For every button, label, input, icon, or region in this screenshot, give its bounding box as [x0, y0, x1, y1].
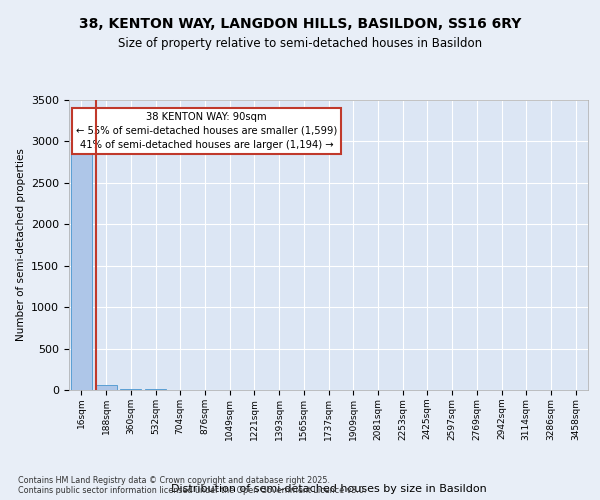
Text: Size of property relative to semi-detached houses in Basildon: Size of property relative to semi-detach… — [118, 38, 482, 51]
Bar — [120, 389, 141, 390]
Text: 38 KENTON WAY: 90sqm
← 55% of semi-detached houses are smaller (1,599)
41% of se: 38 KENTON WAY: 90sqm ← 55% of semi-detac… — [76, 112, 337, 150]
Text: Contains HM Land Registry data © Crown copyright and database right 2025.
Contai: Contains HM Land Registry data © Crown c… — [18, 476, 367, 495]
Bar — [95, 384, 116, 390]
Text: 38, KENTON WAY, LANGDON HILLS, BASILDON, SS16 6RY: 38, KENTON WAY, LANGDON HILLS, BASILDON,… — [79, 18, 521, 32]
Y-axis label: Number of semi-detached properties: Number of semi-detached properties — [16, 148, 26, 342]
X-axis label: Distribution of semi-detached houses by size in Basildon: Distribution of semi-detached houses by … — [170, 484, 487, 494]
Bar — [71, 150, 92, 390]
